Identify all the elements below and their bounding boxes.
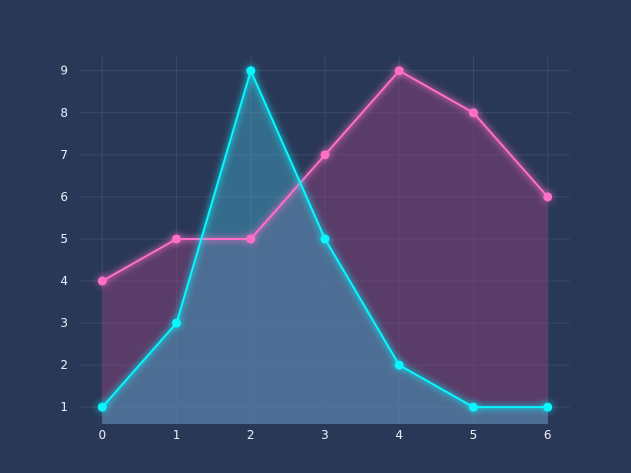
x-axis-ticks: 0 1 2 3 4 5 6 bbox=[98, 428, 551, 442]
x-tick-label: 0 bbox=[98, 428, 106, 442]
series-1-point bbox=[320, 150, 330, 160]
y-tick-label: 4 bbox=[60, 274, 68, 288]
series-2-point bbox=[320, 234, 330, 244]
series-1-point bbox=[97, 276, 107, 286]
x-tick-label: 2 bbox=[247, 428, 255, 442]
series-1-point bbox=[468, 108, 478, 118]
series-1-point bbox=[246, 234, 256, 244]
y-tick-label: 7 bbox=[60, 148, 68, 162]
y-tick-label: 2 bbox=[60, 358, 68, 372]
x-tick-label: 6 bbox=[544, 428, 552, 442]
series-points bbox=[95, 63, 555, 415]
y-tick-label: 6 bbox=[60, 190, 68, 204]
series-1-point bbox=[172, 234, 182, 244]
series-2-area bbox=[102, 70, 548, 424]
series-1-point bbox=[394, 66, 404, 76]
y-tick-label: 3 bbox=[60, 316, 68, 330]
series-2-point bbox=[394, 360, 404, 370]
x-tick-label: 3 bbox=[321, 428, 329, 442]
y-tick-label: 9 bbox=[60, 64, 68, 78]
series-2-point bbox=[97, 402, 107, 412]
series-2-point bbox=[172, 318, 182, 328]
x-tick-label: 5 bbox=[470, 428, 478, 442]
x-tick-label: 4 bbox=[395, 428, 403, 442]
y-axis-ticks: 1 2 3 4 5 6 7 8 9 bbox=[60, 64, 68, 414]
series-1-point bbox=[543, 192, 553, 202]
x-tick-label: 1 bbox=[173, 428, 181, 442]
series-areas bbox=[102, 70, 548, 424]
series-2-point bbox=[543, 402, 553, 412]
y-tick-label: 1 bbox=[60, 400, 68, 414]
y-tick-label: 5 bbox=[60, 232, 68, 246]
y-tick-label: 8 bbox=[60, 106, 68, 120]
series-2-point bbox=[468, 402, 478, 412]
series-2-point bbox=[246, 66, 256, 76]
